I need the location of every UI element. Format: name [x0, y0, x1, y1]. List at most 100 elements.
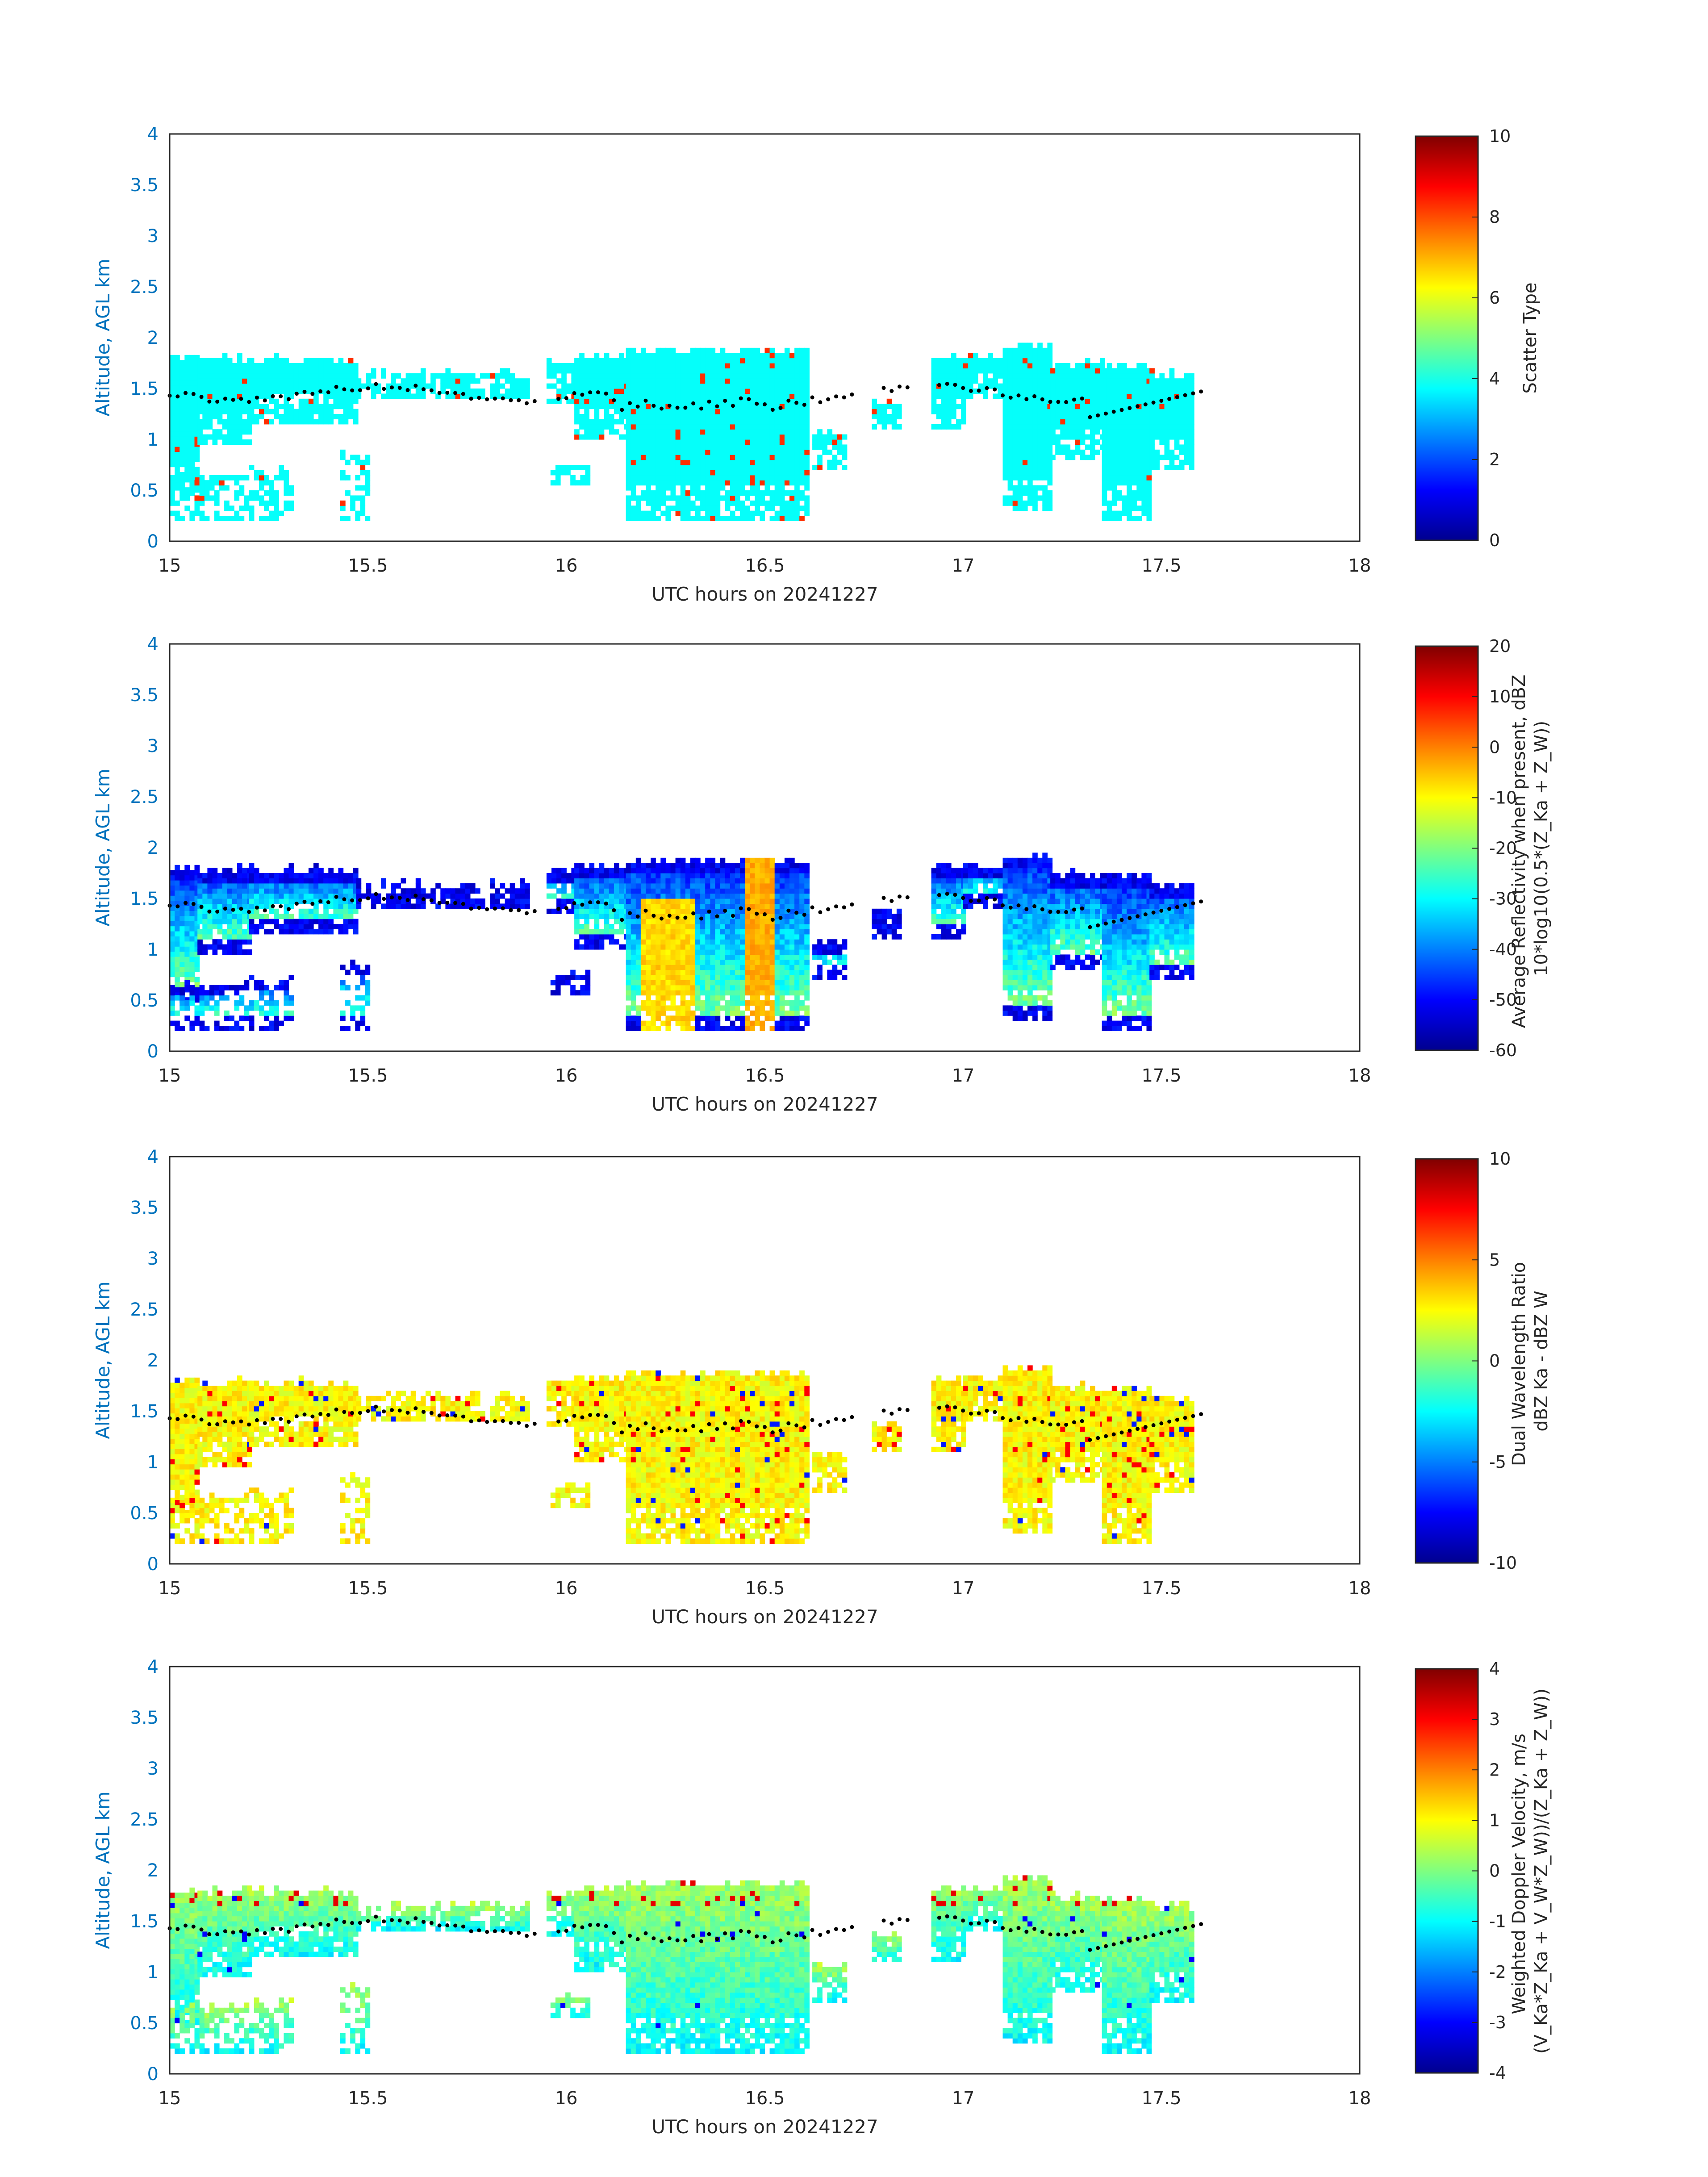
heatmap-cell — [509, 393, 515, 399]
heatmap-cell — [609, 414, 614, 419]
heatmap-cell — [1085, 455, 1090, 460]
heatmap-cell — [710, 378, 716, 384]
heatmap-cell — [1065, 368, 1071, 374]
heatmap-cell — [293, 883, 299, 889]
heatmap-cell — [614, 903, 619, 909]
heatmap-cell — [720, 368, 726, 374]
heatmap-cell — [660, 398, 666, 404]
heatmap-cell — [254, 389, 259, 394]
heatmap-cell — [264, 475, 269, 481]
heatmap-cell — [1136, 444, 1142, 450]
heatmap-cell — [264, 893, 269, 899]
cloud-base-point — [1199, 389, 1203, 394]
heatmap-cell — [675, 924, 681, 929]
heatmap-cell — [1027, 434, 1033, 440]
heatmap-cell — [631, 919, 636, 924]
heatmap-cell — [175, 411, 180, 417]
heatmap-cell — [1085, 368, 1090, 374]
heatmap-cell — [720, 404, 726, 409]
x-tick-label: 15 — [159, 556, 181, 576]
heatmap-cell — [804, 485, 810, 491]
heatmap-cell — [740, 516, 745, 521]
heatmap-cell — [1127, 465, 1132, 470]
heatmap-cell — [973, 378, 978, 384]
heatmap-cell — [199, 495, 205, 501]
heatmap-cell — [1065, 409, 1071, 414]
heatmap-cell — [646, 990, 651, 996]
heatmap-cell — [1116, 373, 1122, 379]
heatmap-cell — [755, 465, 760, 470]
heatmap-cell — [279, 404, 284, 409]
heatmap-cell — [525, 903, 530, 909]
heatmap-cell — [574, 393, 580, 399]
heatmap-cell — [774, 495, 780, 501]
heatmap-cell — [705, 500, 710, 506]
cloud-base-point — [1072, 397, 1076, 402]
heatmap-cell — [725, 414, 731, 419]
heatmap-cell — [1149, 409, 1155, 414]
heatmap-cell — [180, 405, 185, 411]
heatmap-cell — [896, 424, 902, 430]
heatmap-cell — [470, 888, 476, 894]
heatmap-cell — [353, 878, 359, 884]
heatmap-cell — [680, 389, 686, 394]
heatmap-cell — [194, 360, 200, 366]
heatmap-cell — [455, 389, 461, 394]
heatmap-cell — [626, 414, 631, 419]
heatmap-cell — [525, 389, 530, 394]
heatmap-cell — [207, 393, 213, 399]
heatmap-cell — [1136, 434, 1142, 440]
heatmap-cell — [189, 355, 195, 360]
heatmap-cell — [440, 888, 446, 894]
heatmap-cell — [1037, 455, 1043, 460]
heatmap-cell — [695, 949, 701, 955]
heatmap-cell — [1122, 378, 1127, 384]
cloud-base-point — [889, 389, 894, 393]
heatmap-cell — [1017, 439, 1023, 445]
heatmap-cell — [804, 414, 810, 419]
heatmap-cell — [730, 383, 735, 389]
heatmap-cell — [269, 888, 274, 894]
heatmap-cell — [323, 383, 329, 389]
heatmap-cell — [194, 467, 200, 472]
heatmap-cell — [584, 914, 589, 919]
heatmap-cell — [735, 465, 740, 470]
heatmap-cell — [755, 409, 760, 414]
heatmap-cell — [194, 875, 200, 881]
heatmap-cell — [635, 1020, 641, 1026]
heatmap-cell — [1032, 389, 1038, 394]
heatmap-cell — [1127, 490, 1132, 496]
heatmap-cell — [735, 470, 740, 476]
heatmap-cell — [896, 404, 902, 409]
heatmap-cell — [614, 929, 619, 935]
heatmap-cell — [730, 460, 735, 465]
heatmap-cell — [594, 888, 600, 894]
heatmap-cell — [1116, 409, 1122, 414]
heatmap-cell — [242, 919, 247, 924]
heatmap-cell — [1090, 424, 1095, 430]
heatmap-cell — [750, 409, 755, 414]
heatmap-cell — [594, 363, 600, 368]
heatmap-cell — [328, 404, 334, 409]
heatmap-cell — [656, 898, 661, 904]
heatmap-cell — [1027, 368, 1033, 374]
heatmap-cell — [405, 888, 411, 894]
heatmap-cell — [626, 347, 631, 353]
heatmap-cell — [599, 398, 605, 404]
heatmap-cell — [609, 358, 614, 364]
heatmap-cell — [237, 429, 242, 435]
heatmap-cell — [222, 914, 228, 919]
heatmap-cell — [180, 472, 185, 477]
heatmap-cell — [779, 500, 785, 506]
heatmap-cell — [1116, 419, 1122, 425]
heatmap-cell — [343, 363, 349, 368]
heatmap-cell — [670, 378, 676, 384]
heatmap-cell — [264, 878, 269, 884]
heatmap-cell — [313, 368, 319, 374]
heatmap-cell — [670, 939, 676, 945]
heatmap-cell — [614, 363, 619, 368]
heatmap-cell — [931, 404, 937, 409]
heatmap-cell — [1122, 368, 1127, 374]
heatmap-cell — [822, 444, 827, 450]
heatmap-cell — [725, 363, 731, 368]
